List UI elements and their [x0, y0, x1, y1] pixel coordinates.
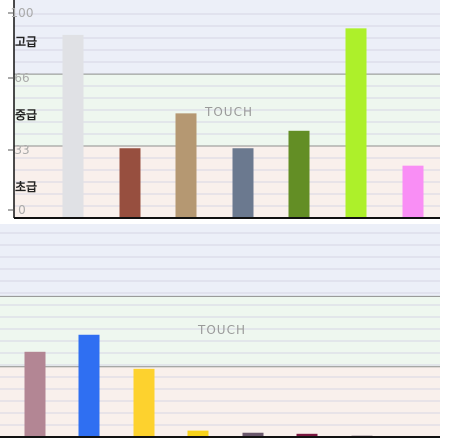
- bar: [288, 130, 310, 218]
- bar: [78, 334, 100, 437]
- bar: [402, 165, 424, 218]
- chart-2: TOUCH: [0, 224, 440, 438]
- bar: [232, 148, 254, 218]
- level-label: 초급: [15, 180, 37, 194]
- bar: [187, 430, 209, 437]
- bar: [24, 351, 46, 437]
- band-1: [0, 224, 440, 297]
- band-2: [0, 296, 440, 367]
- watermark-label: TOUCH: [197, 323, 246, 337]
- bar: [296, 433, 318, 437]
- y-tick-label: 0: [18, 203, 26, 217]
- bar: [175, 113, 197, 218]
- level-label: 고급: [15, 35, 37, 49]
- y-tick-label: 33: [14, 143, 29, 157]
- y-tick-label: 100: [11, 6, 34, 20]
- watermark-label: TOUCH: [204, 105, 253, 119]
- y-tick-label: 66: [14, 71, 29, 85]
- bar: [133, 368, 155, 437]
- bar: [119, 148, 141, 218]
- level-label: 중급: [15, 108, 37, 122]
- bar: [345, 28, 367, 219]
- bar: [62, 34, 84, 218]
- bar: [242, 432, 264, 437]
